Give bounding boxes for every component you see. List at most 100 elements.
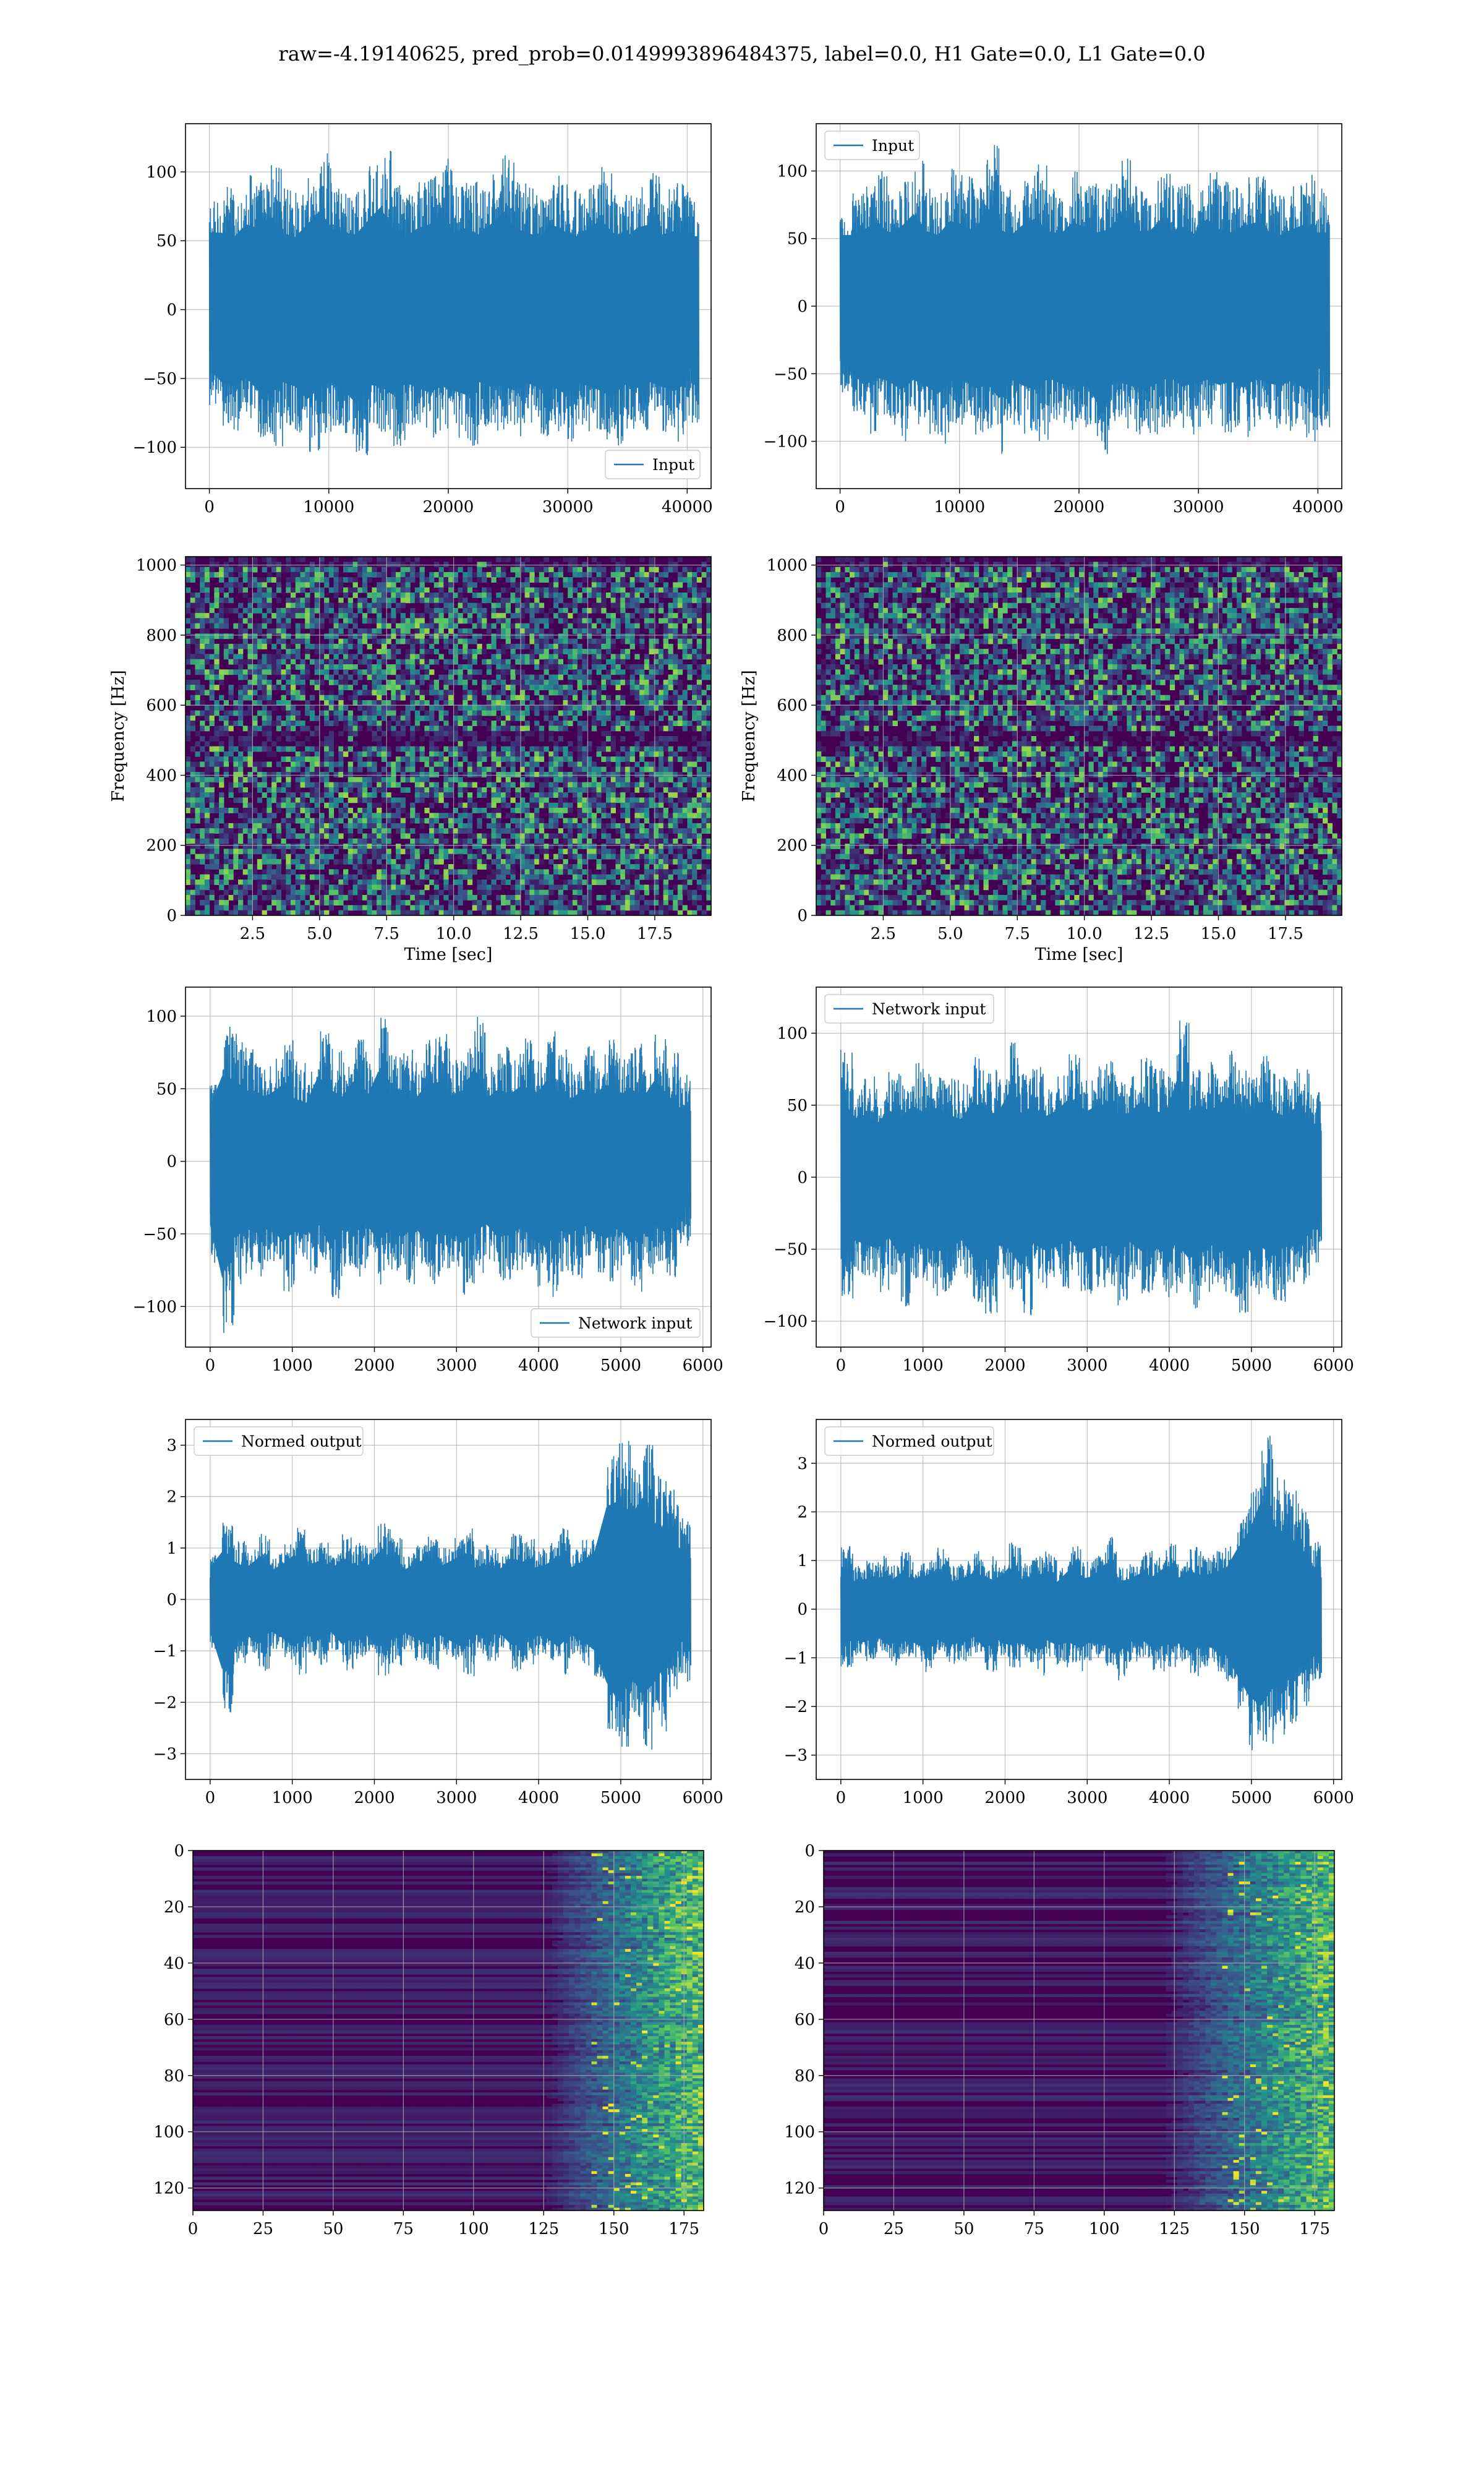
spectrogram-cell <box>654 772 659 777</box>
spectrogram-cell <box>591 797 597 803</box>
spectrogram-cell <box>391 582 396 588</box>
spectrogram-cell <box>257 700 263 706</box>
spectrogram-cell <box>295 864 301 870</box>
spectrogram-cell <box>238 659 244 665</box>
spectrogram-cell <box>267 557 272 562</box>
spectrogram-cell <box>692 623 697 629</box>
spectrogram-cell <box>706 700 711 706</box>
spectrogram-cell <box>620 669 626 675</box>
spectrogram-cell <box>625 649 631 654</box>
spectrogram-cell <box>610 818 616 824</box>
spectrogram-cell <box>233 823 239 829</box>
spectrogram-cell <box>233 808 239 813</box>
spectrogram-cell <box>673 664 678 670</box>
spectrogram-cell <box>281 818 286 824</box>
spectrogram-cell <box>419 833 425 839</box>
spectrogram-cell <box>410 808 416 813</box>
spectrogram-cell <box>362 777 368 783</box>
spectrogram-cell <box>568 869 573 875</box>
spectrogram-cell <box>367 557 372 562</box>
spectrogram-cell <box>553 818 559 824</box>
spectrogram-cell <box>372 607 377 614</box>
spectrogram-cell <box>534 756 540 762</box>
spectrogram-cell <box>328 889 335 896</box>
spectrogram-cell <box>377 772 382 777</box>
spectrogram-cell <box>519 659 526 665</box>
spectrogram-cell <box>391 593 396 598</box>
spectrogram-cell <box>443 880 449 885</box>
spectrogram-cell <box>295 777 301 783</box>
spectrogram-cell <box>706 772 711 777</box>
spectrogram-cell <box>410 700 416 706</box>
spectrogram-cell <box>491 577 497 583</box>
spectrogram-cell <box>257 638 263 644</box>
spectrogram-cell <box>328 797 335 803</box>
spectrogram-cell <box>400 746 406 752</box>
spectrogram-cell <box>338 649 344 654</box>
spectrogram-cell <box>262 792 267 798</box>
spectrogram-cell <box>458 593 463 598</box>
spectrogram-cell <box>443 746 449 752</box>
spectrogram-cell <box>458 869 463 875</box>
spectrogram-cell <box>577 751 582 757</box>
spectrogram-cell <box>257 797 263 803</box>
spectrogram-cell <box>472 802 477 808</box>
spectrogram-cell <box>267 884 272 891</box>
spectrogram-cell <box>491 741 497 747</box>
spectrogram-cell <box>200 643 205 649</box>
spectrogram-cell <box>563 638 568 644</box>
spectrogram-cell <box>568 823 573 829</box>
spectrogram-cell <box>615 654 621 660</box>
spectrogram-cell <box>405 777 411 783</box>
spectrogram-cell <box>200 577 205 583</box>
spectrogram-cell <box>391 813 396 819</box>
spectrogram-cell <box>706 664 711 670</box>
spectrogram-cell <box>262 858 267 865</box>
spectrogram-cell <box>186 659 191 665</box>
spectrogram-cell <box>305 756 310 762</box>
spectrogram-cell <box>186 802 191 808</box>
spectrogram-cell <box>448 571 454 578</box>
spectrogram-cell <box>701 736 707 742</box>
spectrogram-cell <box>381 674 387 680</box>
spectrogram-cell <box>706 613 711 618</box>
spectrogram-cell <box>696 838 702 844</box>
spectrogram-cell <box>659 782 664 788</box>
spectrogram-cell <box>433 766 440 773</box>
spectrogram-cell <box>267 864 272 870</box>
spectrogram-cell <box>200 802 205 808</box>
spectrogram-cell <box>572 854 578 860</box>
spectrogram-cell <box>209 710 215 716</box>
spectrogram-cell <box>677 643 683 649</box>
spectrogram-cell <box>577 628 582 634</box>
spectrogram-cell <box>639 700 645 706</box>
spectrogram-cell <box>377 623 382 629</box>
spectrogram-cell <box>544 844 549 849</box>
spectrogram-cell <box>200 597 205 604</box>
spectrogram-cell <box>386 721 391 726</box>
spectrogram-cell <box>668 685 673 690</box>
spectrogram-cell <box>515 571 521 578</box>
spectrogram-cell <box>515 730 521 737</box>
spectrogram-cell <box>596 618 602 624</box>
spectrogram-cell <box>620 766 626 773</box>
spectrogram-cell <box>659 838 664 844</box>
spectrogram-cell <box>338 674 344 680</box>
spectrogram-cell <box>539 700 545 706</box>
spectrogram-cell <box>501 797 506 803</box>
spectrogram-cell <box>438 844 444 849</box>
spectrogram-cell <box>639 685 645 690</box>
spectrogram-cell <box>405 766 411 773</box>
spectrogram-cell <box>673 618 678 624</box>
spectrogram-cell <box>582 813 587 819</box>
spectrogram-cell <box>639 802 645 808</box>
spectrogram-cell <box>591 715 597 721</box>
spectrogram-cell <box>200 633 205 640</box>
spectrogram-cell <box>438 674 444 680</box>
spectrogram-cell <box>453 679 458 685</box>
spectrogram-cell <box>491 838 497 844</box>
spectrogram-cell <box>601 766 607 773</box>
spectrogram-cell <box>233 746 239 752</box>
spectrogram-cell <box>396 679 401 685</box>
spectrogram-cell <box>620 633 626 640</box>
